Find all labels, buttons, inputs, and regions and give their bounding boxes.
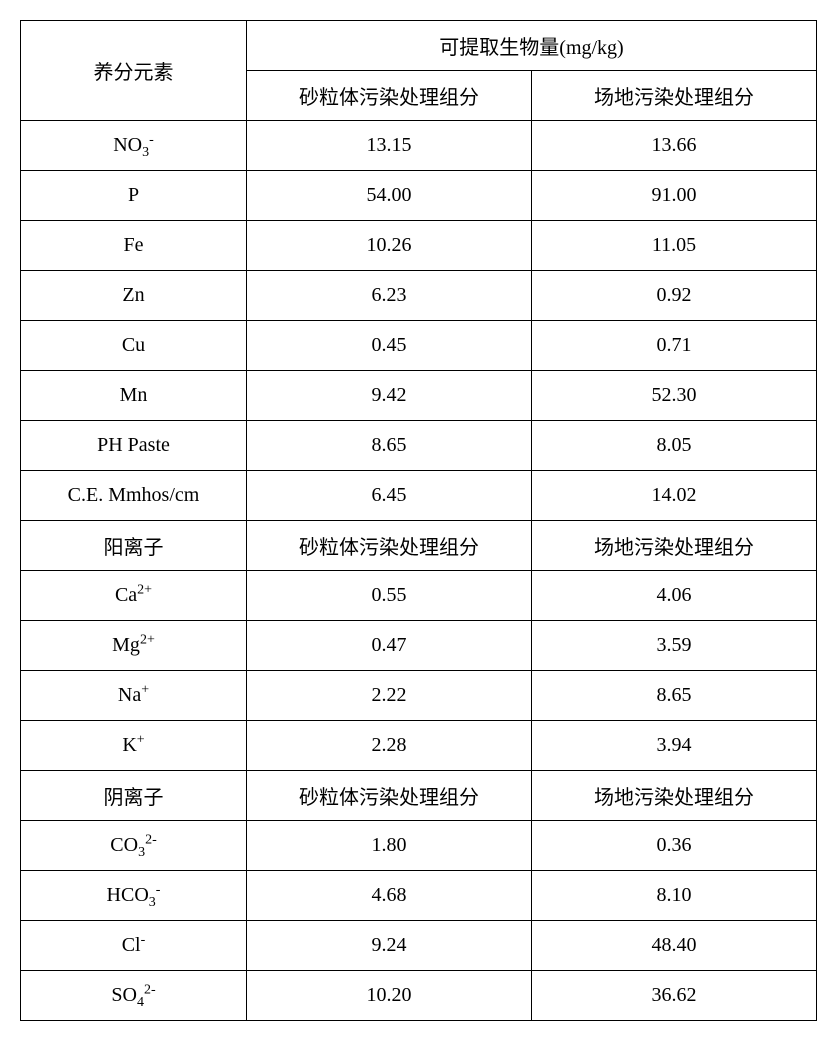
table-row: PH Paste8.658.05 <box>21 421 817 471</box>
table-row: SO42-10.2036.62 <box>21 971 817 1021</box>
table-row: Zn6.230.92 <box>21 271 817 321</box>
table-row: C.E. Mmhos/cm6.4514.02 <box>21 471 817 521</box>
table-row: HCO3-4.688.10 <box>21 871 817 921</box>
cation-header-label: 阳离子 <box>21 521 247 571</box>
anion-header-site: 场地污染处理组分 <box>532 771 817 821</box>
row-label: CO32- <box>21 821 247 871</box>
row-site: 36.62 <box>532 971 817 1021</box>
table-row: Cl-9.2448.40 <box>21 921 817 971</box>
table-row: P54.0091.00 <box>21 171 817 221</box>
header-row-1: 养分元素可提取生物量(mg/kg) <box>21 21 817 71</box>
table-row: K+2.283.94 <box>21 721 817 771</box>
row-sand: 9.42 <box>247 371 532 421</box>
row-site: 8.10 <box>532 871 817 921</box>
header-col-sand: 砂粒体污染处理组分 <box>247 71 532 121</box>
row-sand: 13.15 <box>247 121 532 171</box>
table-row: CO32-1.800.36 <box>21 821 817 871</box>
row-label: P <box>21 171 247 221</box>
row-site: 0.36 <box>532 821 817 871</box>
anion-header-row: 阴离子砂粒体污染处理组分场地污染处理组分 <box>21 771 817 821</box>
cation-header-site: 场地污染处理组分 <box>532 521 817 571</box>
table-row: Cu0.450.71 <box>21 321 817 371</box>
row-site: 52.30 <box>532 371 817 421</box>
row-sand: 9.24 <box>247 921 532 971</box>
row-sand: 6.45 <box>247 471 532 521</box>
row-sand: 4.68 <box>247 871 532 921</box>
row-label: Mg2+ <box>21 621 247 671</box>
row-sand: 0.47 <box>247 621 532 671</box>
header-biomass-label: 可提取生物量(mg/kg) <box>247 21 817 71</box>
cation-header-sand: 砂粒体污染处理组分 <box>247 521 532 571</box>
table-row: Na+2.228.65 <box>21 671 817 721</box>
row-sand: 0.45 <box>247 321 532 371</box>
row-label: Cu <box>21 321 247 371</box>
row-site: 3.59 <box>532 621 817 671</box>
header-col-site: 场地污染处理组分 <box>532 71 817 121</box>
row-site: 13.66 <box>532 121 817 171</box>
table-row: Ca2+0.554.06 <box>21 571 817 621</box>
row-label: HCO3- <box>21 871 247 921</box>
row-site: 48.40 <box>532 921 817 971</box>
row-site: 91.00 <box>532 171 817 221</box>
row-label: SO42- <box>21 971 247 1021</box>
row-sand: 6.23 <box>247 271 532 321</box>
row-label: Mn <box>21 371 247 421</box>
table-row: Mn9.4252.30 <box>21 371 817 421</box>
row-sand: 54.00 <box>247 171 532 221</box>
row-site: 8.65 <box>532 671 817 721</box>
anion-header-sand: 砂粒体污染处理组分 <box>247 771 532 821</box>
row-site: 4.06 <box>532 571 817 621</box>
row-sand: 8.65 <box>247 421 532 471</box>
row-label: C.E. Mmhos/cm <box>21 471 247 521</box>
biomass-table: 养分元素可提取生物量(mg/kg)砂粒体污染处理组分场地污染处理组分NO3-13… <box>20 20 817 1021</box>
row-label: PH Paste <box>21 421 247 471</box>
row-site: 11.05 <box>532 221 817 271</box>
row-sand: 2.28 <box>247 721 532 771</box>
table-row: Fe10.2611.05 <box>21 221 817 271</box>
row-site: 0.71 <box>532 321 817 371</box>
row-sand: 1.80 <box>247 821 532 871</box>
table-row: Mg2+0.473.59 <box>21 621 817 671</box>
row-label: NO3- <box>21 121 247 171</box>
row-label: Cl- <box>21 921 247 971</box>
row-site: 0.92 <box>532 271 817 321</box>
row-label: Zn <box>21 271 247 321</box>
cation-header-row: 阳离子砂粒体污染处理组分场地污染处理组分 <box>21 521 817 571</box>
header-nutrient-label: 养分元素 <box>21 21 247 121</box>
table-body: 养分元素可提取生物量(mg/kg)砂粒体污染处理组分场地污染处理组分NO3-13… <box>21 21 817 1021</box>
row-label: Ca2+ <box>21 571 247 621</box>
row-sand: 0.55 <box>247 571 532 621</box>
row-site: 3.94 <box>532 721 817 771</box>
table-row: NO3-13.1513.66 <box>21 121 817 171</box>
row-label: K+ <box>21 721 247 771</box>
row-site: 8.05 <box>532 421 817 471</box>
row-sand: 10.20 <box>247 971 532 1021</box>
row-label: Fe <box>21 221 247 271</box>
anion-header-label: 阴离子 <box>21 771 247 821</box>
row-site: 14.02 <box>532 471 817 521</box>
row-sand: 10.26 <box>247 221 532 271</box>
row-sand: 2.22 <box>247 671 532 721</box>
row-label: Na+ <box>21 671 247 721</box>
